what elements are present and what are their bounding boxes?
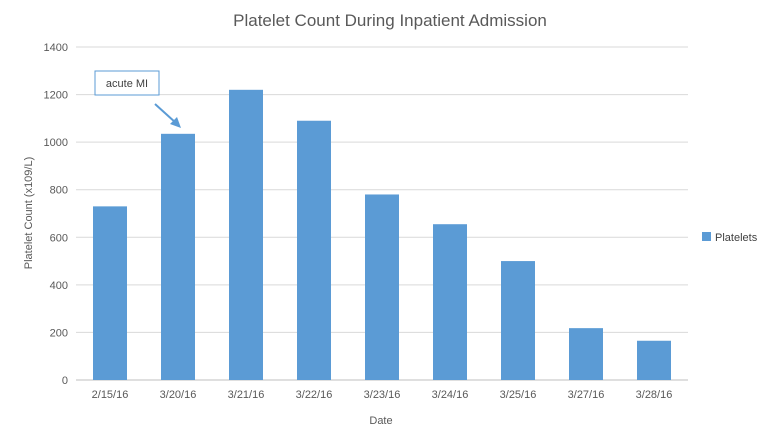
y-tick-label: 400 [50,280,68,292]
y-tick-label: 600 [50,232,68,244]
y-tick-label: 0 [62,375,68,387]
y-tick-label: 800 [50,185,68,197]
bar [93,206,127,380]
y-axis-ticks: 0 200 400 600 800 1000 1200 1400 [44,42,68,387]
legend: Platelets [702,232,758,244]
x-tick-label: 3/27/16 [568,389,605,401]
annotation-arrowhead [170,117,181,128]
x-tick-label: 3/23/16 [364,389,401,401]
y-axis-label: Platelet Count (x109/L) [23,157,35,270]
x-axis-label: Date [369,415,392,427]
x-tick-label: 3/28/16 [636,389,673,401]
bar [637,340,671,380]
chart-title: Platelet Count During Inpatient Admissio… [233,11,547,30]
y-tick-label: 200 [50,327,68,339]
x-tick-label: 3/22/16 [296,389,333,401]
x-tick-label: 3/21/16 [228,389,265,401]
annotation-box [94,70,160,96]
annotation-label: acute MI [106,78,148,90]
bar [433,224,467,380]
annotation-arrow [154,103,177,124]
bars [93,89,671,381]
legend-swatch [702,232,711,241]
annotation: acute MI [94,70,181,128]
bar [297,120,331,380]
y-tick-label: 1200 [44,90,68,102]
bar [229,89,263,381]
x-tick-label: 3/20/16 [160,389,197,401]
x-axis-ticks: 2/15/16 3/20/16 3/21/16 3/22/16 3/23/16 3/24/… [92,389,673,401]
x-tick-label: 3/24/16 [432,389,469,401]
legend-label: Platelets [715,232,758,244]
x-tick-label: 3/25/16 [500,389,537,401]
bar [501,261,535,380]
bar [365,194,399,380]
x-tick-label: 2/15/16 [92,389,129,401]
bar [161,133,195,380]
y-tick-label: 1400 [44,42,68,54]
y-tick-label: 1000 [44,137,68,149]
bar [569,328,603,380]
